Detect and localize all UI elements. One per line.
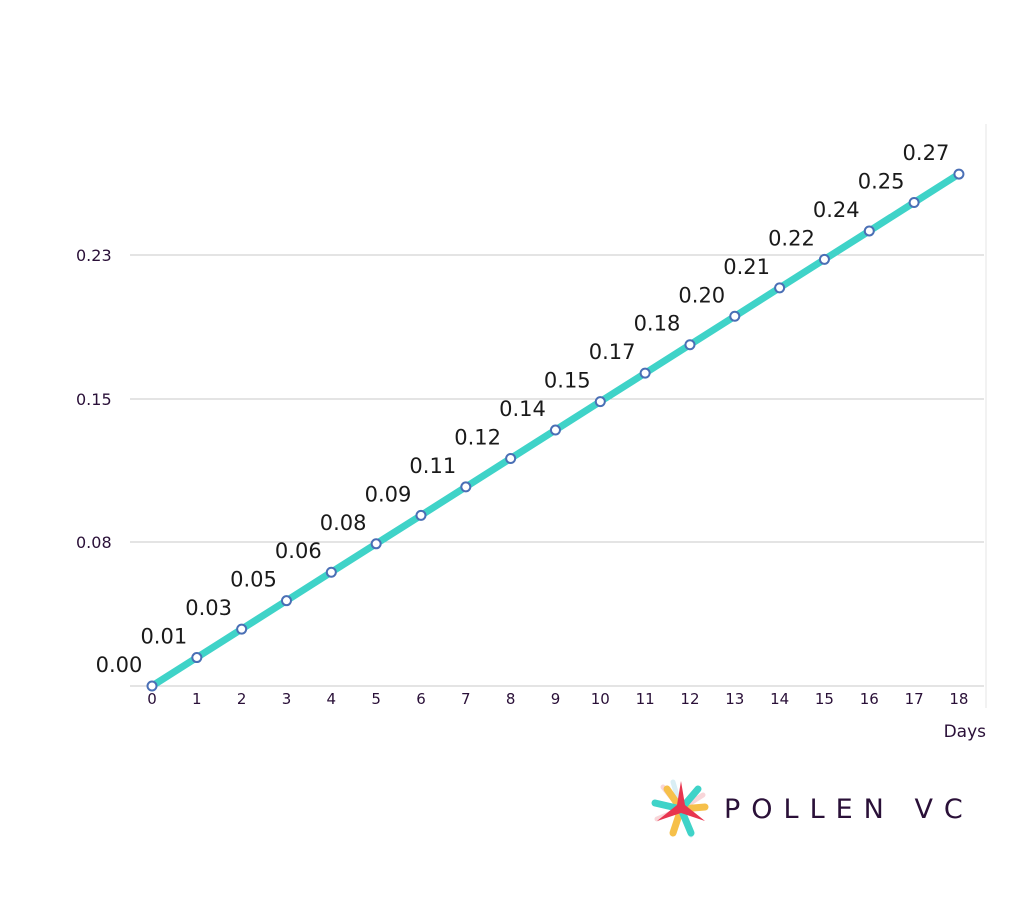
- x-tick-label: 4: [327, 690, 337, 708]
- data-point: [280, 595, 292, 607]
- data-point: [774, 282, 786, 294]
- x-tick-label: 13: [725, 690, 744, 708]
- data-point: [146, 680, 158, 692]
- x-tick-label: 17: [905, 690, 924, 708]
- data-label: 0.01: [140, 625, 187, 649]
- x-tick-label: 6: [416, 690, 426, 708]
- x-tick-label: 10: [591, 690, 610, 708]
- x-tick-label: 8: [506, 690, 516, 708]
- x-tick-label: 16: [860, 690, 879, 708]
- x-tick-label: 12: [680, 690, 699, 708]
- data-point: [505, 452, 517, 464]
- data-point: [370, 538, 382, 550]
- brand-logo: POLLEN VC: [650, 778, 974, 840]
- data-point: [236, 623, 248, 635]
- data-label: 0.05: [230, 568, 277, 592]
- data-label: 0.00: [96, 653, 143, 677]
- data-point: [549, 424, 561, 436]
- data-point: [191, 652, 203, 664]
- data-label: 0.22: [768, 226, 815, 250]
- y-tick-label: 0.08: [76, 533, 112, 552]
- x-tick-label: 2: [237, 690, 247, 708]
- data-label: 0.11: [409, 454, 456, 478]
- data-point-markers: [146, 168, 965, 692]
- gridlines: [130, 254, 984, 687]
- data-point: [639, 367, 651, 379]
- x-tick-label: 14: [770, 690, 789, 708]
- x-tick-label: 1: [192, 690, 202, 708]
- data-point: [415, 509, 427, 521]
- pollen-star-logo-icon: [651, 779, 709, 838]
- data-label: 0.03: [185, 596, 232, 620]
- data-label: 0.06: [275, 539, 322, 563]
- data-point: [729, 310, 741, 322]
- data-label: 0.17: [589, 340, 636, 364]
- data-label: 0.24: [813, 198, 860, 222]
- x-axis-ticks: 0 1 2 3 4 5 6 7 8 9 10 11 12 13 14 15 16 17 18: [147, 690, 968, 708]
- x-tick-label: 11: [636, 690, 655, 708]
- data-label: 0.25: [858, 170, 905, 194]
- data-point: [908, 197, 920, 209]
- y-tick-label: 0.23: [76, 246, 112, 265]
- data-point: [684, 339, 696, 351]
- data-label: 0.20: [678, 283, 725, 307]
- data-point: [953, 168, 965, 180]
- x-tick-label: 0: [147, 690, 157, 708]
- data-point: [863, 225, 875, 237]
- data-point: [460, 481, 472, 493]
- data-label: 0.15: [544, 369, 591, 393]
- x-tick-label: 18: [949, 690, 968, 708]
- y-axis-ticks: 0.08 0.15 0.23: [76, 246, 112, 552]
- data-label: 0.21: [723, 255, 770, 279]
- data-label: 0.27: [903, 141, 950, 165]
- data-label: 0.09: [365, 482, 412, 506]
- data-point: [818, 253, 830, 265]
- x-tick-label: 15: [815, 690, 834, 708]
- x-tick-label: 3: [282, 690, 292, 708]
- x-tick-label: 9: [551, 690, 561, 708]
- data-label: 0.18: [634, 312, 681, 336]
- data-label: 0.14: [499, 397, 546, 421]
- data-point: [325, 566, 337, 578]
- data-label: 0.12: [454, 425, 501, 449]
- data-point: [594, 396, 606, 408]
- x-tick-label: 7: [461, 690, 471, 708]
- x-tick-label: 5: [371, 690, 381, 708]
- data-labels: 0.00 0.01 0.03 0.05 0.06 0.08 0.09 0.11 0.12 0.14…: [96, 141, 950, 677]
- data-label: 0.08: [320, 511, 367, 535]
- y-tick-label: 0.15: [76, 390, 112, 409]
- x-axis-label: Days: [944, 722, 987, 742]
- brand-name: POLLEN VC: [724, 793, 974, 825]
